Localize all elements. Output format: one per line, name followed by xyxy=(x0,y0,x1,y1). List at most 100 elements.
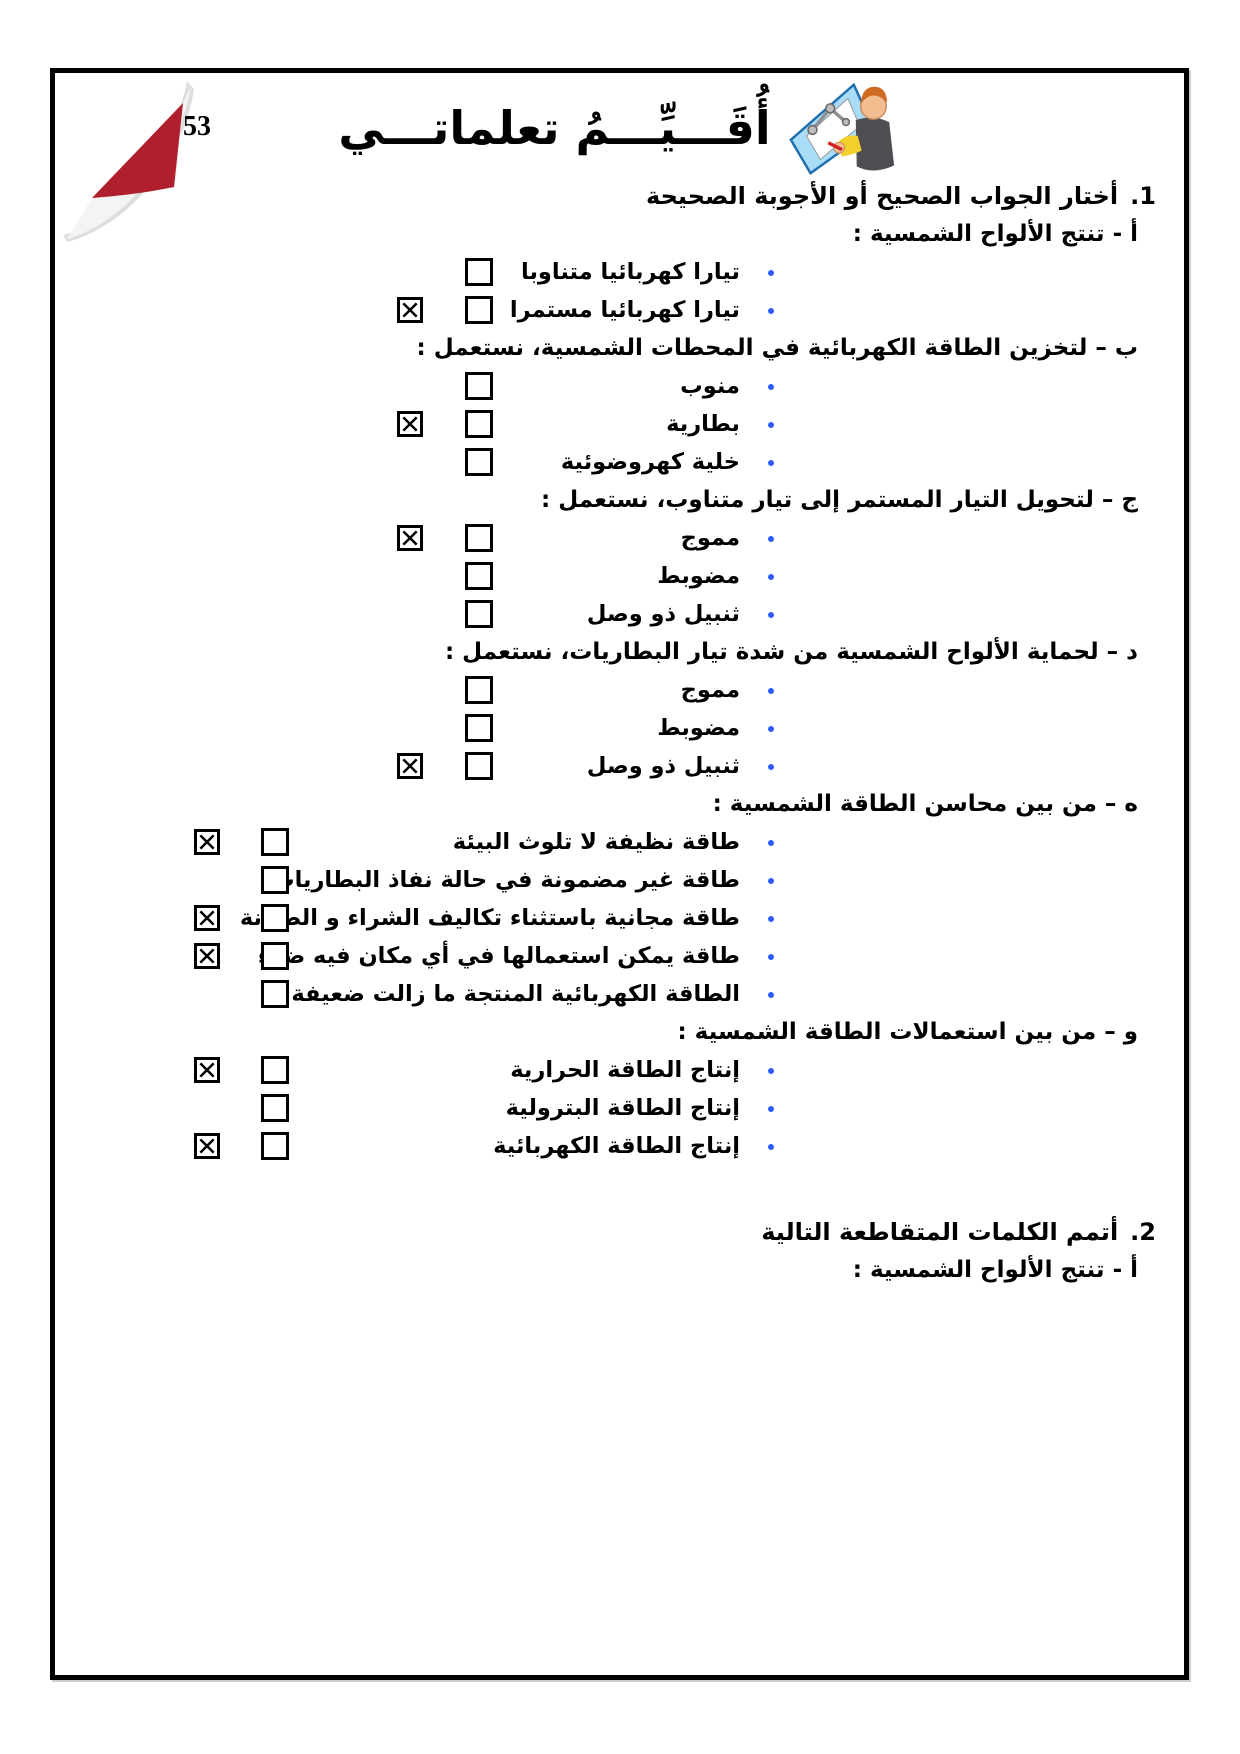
option-checkbox[interactable] xyxy=(465,562,493,590)
option-checkbox[interactable] xyxy=(465,296,493,324)
question-prompt: أتمم الكلمات المتقاطعة التالية xyxy=(761,1218,1119,1246)
bullet-icon xyxy=(768,612,774,618)
answer-checkbox-checked[interactable] xyxy=(194,905,220,931)
option-checkbox[interactable] xyxy=(261,828,289,856)
bullet-icon xyxy=(768,460,774,466)
option-label: طاقة نظيفة لا تلوث البيئة xyxy=(452,829,740,855)
option-row: طاقة غير مضمونة في حالة نفاذ البطاريات xyxy=(55,861,1184,899)
bullet-icon xyxy=(768,1144,774,1150)
option-row: طاقة يمكن استعمالها في أي مكان فيه ضوء xyxy=(55,937,1184,975)
option-label: تيارا كهربائيا مستمرا xyxy=(509,297,740,323)
bullet-icon xyxy=(768,1106,774,1112)
option-checkbox[interactable] xyxy=(465,714,493,742)
answer-checkbox-checked[interactable] xyxy=(397,297,423,323)
option-row: بطارية xyxy=(55,405,1184,443)
question-line: 1. أختار الجواب الصحيح أو الأجوبة الصحيح… xyxy=(55,177,1156,215)
answer-checkbox-checked[interactable] xyxy=(194,1133,220,1159)
question-line: 2. أتمم الكلمات المتقاطعة التالية xyxy=(55,1213,1156,1251)
option-row: إنتاج الطاقة الكهربائية xyxy=(55,1127,1184,1165)
bullet-icon xyxy=(768,954,774,960)
question-block: 2. أتمم الكلمات المتقاطعة التالية أ - تن… xyxy=(55,1213,1184,1289)
option-label: طاقة مجانية باستثناء تكاليف الشراء و الص… xyxy=(239,905,740,931)
option-checkbox[interactable] xyxy=(261,904,289,932)
option-row: إنتاج الطاقة الحرارية xyxy=(55,1051,1184,1089)
option-checkbox[interactable] xyxy=(261,942,289,970)
option-row: تيارا كهربائيا مستمرا xyxy=(55,291,1184,329)
option-checkbox[interactable] xyxy=(465,372,493,400)
option-row: الطاقة الكهربائية المنتجة ما زالت ضعيفة xyxy=(55,975,1184,1013)
title-row: أُقَـــيِّـــمُ تعلماتـــي xyxy=(55,73,1184,177)
option-checkbox[interactable] xyxy=(465,448,493,476)
option-checkbox[interactable] xyxy=(261,1132,289,1160)
option-row: مضوبط xyxy=(55,557,1184,595)
page-border: 53 أُقَـــيِّـــمُ تعلماتــ xyxy=(50,68,1189,1680)
option-checkbox[interactable] xyxy=(465,676,493,704)
option-row: خلية كهروضوئية xyxy=(55,443,1184,481)
page-number: 53 xyxy=(183,111,211,142)
bullet-icon xyxy=(768,384,774,390)
section-header: و – من بين استعمالات الطاقة الشمسية : xyxy=(677,1019,1138,1045)
option-label: خلية كهروضوئية xyxy=(560,449,740,475)
answer-checkbox-checked[interactable] xyxy=(194,943,220,969)
bullet-icon xyxy=(768,992,774,998)
question-section: و – من بين استعمالات الطاقة الشمسية : إن… xyxy=(55,1013,1184,1165)
question-section: ه – من بين محاسن الطاقة الشمسية : طاقة ن… xyxy=(55,785,1184,1013)
answer-checkbox-checked[interactable] xyxy=(194,1057,220,1083)
option-checkbox[interactable] xyxy=(465,410,493,438)
option-checkbox[interactable] xyxy=(465,258,493,286)
option-label: مموج xyxy=(680,677,740,703)
option-label: مضوبط xyxy=(657,563,740,589)
bullet-icon xyxy=(768,764,774,770)
bullet-icon xyxy=(768,916,774,922)
bullet-icon xyxy=(768,422,774,428)
option-checkbox[interactable] xyxy=(261,1056,289,1084)
answer-checkbox-checked[interactable] xyxy=(397,753,423,779)
option-label: الطاقة الكهربائية المنتجة ما زالت ضعيفة xyxy=(291,981,740,1007)
option-checkbox[interactable] xyxy=(465,600,493,628)
option-checkbox[interactable] xyxy=(465,524,493,552)
question-section: أ - تنتج الألواح الشمسية : تيارا كهربائي… xyxy=(55,215,1184,329)
option-checkbox[interactable] xyxy=(261,866,289,894)
question-section: ج – لتحويل التيار المستمر إلى تيار متناو… xyxy=(55,481,1184,633)
option-row: طاقة مجانية باستثناء تكاليف الشراء و الص… xyxy=(55,899,1184,937)
question-block: 1. أختار الجواب الصحيح أو الأجوبة الصحيح… xyxy=(55,177,1184,1165)
option-label: إنتاج الطاقة البترولية xyxy=(505,1095,740,1121)
answer-checkbox-checked[interactable] xyxy=(397,525,423,551)
bullet-icon xyxy=(768,840,774,846)
option-label: إنتاج الطاقة الحرارية xyxy=(510,1057,740,1083)
questions-container: 1. أختار الجواب الصحيح أو الأجوبة الصحيح… xyxy=(55,177,1184,1289)
option-label: منوب xyxy=(680,373,740,399)
question-number: 1. xyxy=(1130,182,1156,210)
option-checkbox[interactable] xyxy=(261,980,289,1008)
bullet-icon xyxy=(768,878,774,884)
option-label: بطارية xyxy=(666,411,740,437)
option-label: مموج xyxy=(680,525,740,551)
question-number: 2. xyxy=(1130,1218,1156,1246)
option-checkbox[interactable] xyxy=(261,1094,289,1122)
option-row: منوب xyxy=(55,367,1184,405)
question-section: أ - تنتج الألواح الشمسية : xyxy=(55,1251,1184,1289)
question-section: ب – لتخزين الطاقة الكهربائية في المحطات … xyxy=(55,329,1184,481)
bullet-icon xyxy=(768,1068,774,1074)
bullet-icon xyxy=(768,308,774,314)
page-content: 53 أُقَـــيِّـــمُ تعلماتــ xyxy=(55,73,1184,1675)
option-checkbox[interactable] xyxy=(465,752,493,780)
section-header: ه – من بين محاسن الطاقة الشمسية : xyxy=(712,791,1138,817)
option-label: مضوبط xyxy=(657,715,740,741)
option-row: تيارا كهربائيا متناوبا xyxy=(55,253,1184,291)
drafting-person-illustration xyxy=(788,82,894,176)
option-label: طاقة غير مضمونة في حالة نفاذ البطاريات xyxy=(271,867,740,893)
option-row: مضوبط xyxy=(55,709,1184,747)
option-row: إنتاج الطاقة البترولية xyxy=(55,1089,1184,1127)
option-label: تيارا كهربائيا متناوبا xyxy=(521,259,740,285)
section-header: أ - تنتج الألواح الشمسية : xyxy=(852,1257,1138,1283)
option-label: طاقة يمكن استعمالها في أي مكان فيه ضوء xyxy=(257,943,740,969)
bullet-icon xyxy=(768,536,774,542)
answer-checkbox-checked[interactable] xyxy=(194,829,220,855)
answer-checkbox-checked[interactable] xyxy=(397,411,423,437)
section-header: ب – لتخزين الطاقة الكهربائية في المحطات … xyxy=(416,335,1138,361)
option-label: إنتاج الطاقة الكهربائية xyxy=(493,1133,740,1159)
option-row: مموج xyxy=(55,671,1184,709)
option-row: مموج xyxy=(55,519,1184,557)
bullet-icon xyxy=(768,270,774,276)
